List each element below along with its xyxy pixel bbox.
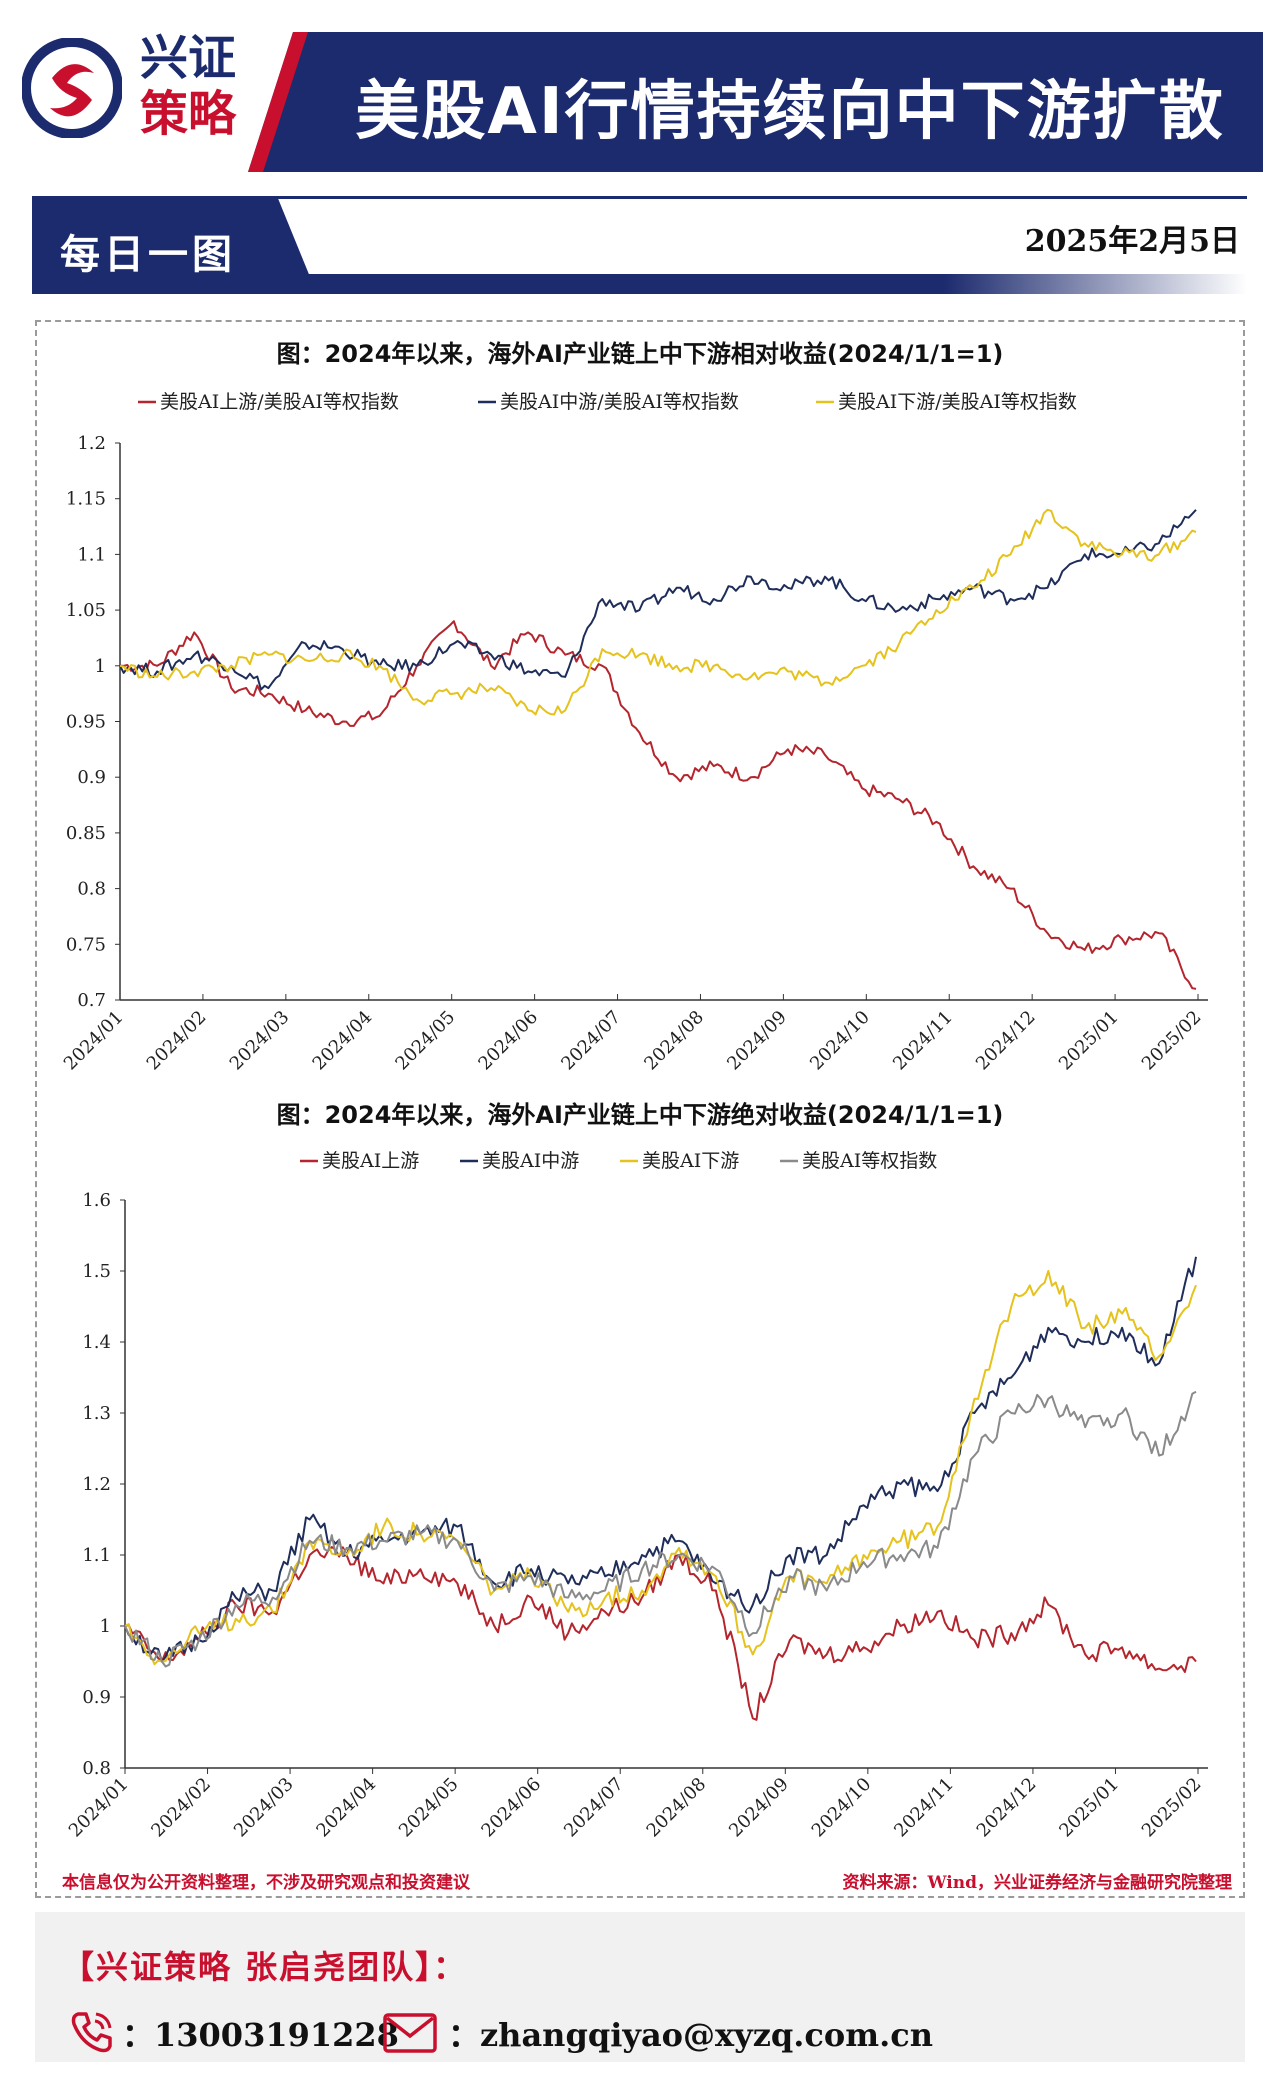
y-tick-label: 1.15 (66, 489, 106, 510)
section-ribbon (32, 196, 1247, 294)
y-tick-label: 0.75 (66, 934, 106, 955)
chart-frame (35, 320, 1245, 1898)
x-tick-label: 2024/04 (309, 1007, 377, 1075)
x-tick-label: 2024/02 (147, 1774, 215, 1842)
legend-entry: 美股AI中游/美股AI等权指数 (500, 391, 739, 413)
y-tick-label: 0.7 (77, 990, 106, 1011)
y-tick-label: 1.3 (82, 1403, 111, 1424)
brand-logo-icon (22, 38, 122, 138)
y-tick-label: 1.2 (82, 1474, 111, 1495)
source-note: 资料来源：Wind，兴业证券经济与金融研究院整理 (842, 1873, 1233, 1893)
brand-line-1: 兴证 (140, 30, 237, 86)
brand-line-2: 策略 (140, 86, 237, 142)
y-tick-label: 0.9 (82, 1687, 111, 1708)
legend-entry: 美股AI下游 (642, 1150, 739, 1172)
y-tick-label: 0.95 (66, 712, 106, 733)
x-tick-label: 2024/12 (972, 1007, 1040, 1075)
x-tick-label: 2024/01 (60, 1007, 128, 1075)
y-tick-label: 1.4 (82, 1332, 111, 1353)
legend-entry: 美股AI上游/美股AI等权指数 (160, 391, 399, 413)
title-banner (248, 32, 1263, 172)
x-tick-label: 2024/12 (973, 1774, 1041, 1842)
x-tick-label: 2025/01 (1055, 1774, 1123, 1842)
x-tick-label: 2024/05 (392, 1007, 460, 1075)
legend-entry: 美股AI下游/美股AI等权指数 (838, 391, 1077, 413)
series-line (119, 509, 1197, 691)
chart-title: 图：2024年以来，海外AI产业链上中下游绝对收益(2024/1/1=1) (277, 1101, 1004, 1129)
x-tick-label: 2024/09 (723, 1007, 791, 1075)
legend-entry: 美股AI中游 (482, 1150, 579, 1172)
team-name: 【兴证策略 张启尧团队】： (62, 1948, 468, 1986)
x-tick-label: 2024/06 (478, 1774, 546, 1842)
series-line (124, 1256, 1197, 1663)
x-tick-label: 2024/05 (395, 1774, 463, 1842)
series-line (119, 508, 1197, 716)
y-tick-label: 1.1 (82, 1545, 111, 1566)
mail-icon (383, 2013, 437, 2053)
phone-number[interactable]: ：13003191228 (122, 2016, 399, 2054)
x-tick-label: 2025/02 (1138, 1774, 1206, 1842)
y-tick-label: 0.85 (66, 823, 106, 844)
x-tick-label: 2024/07 (560, 1774, 628, 1842)
y-tick-label: 0.8 (77, 879, 106, 900)
x-tick-label: 2024/08 (640, 1007, 708, 1075)
y-tick-label: 1.6 (82, 1190, 111, 1211)
y-tick-label: 1.2 (77, 433, 106, 454)
x-tick-label: 2024/08 (643, 1774, 711, 1842)
x-tick-label: 2024/11 (889, 1007, 957, 1075)
x-tick-label: 2024/10 (806, 1007, 874, 1075)
y-tick-label: 1 (100, 1616, 111, 1637)
x-tick-label: 2024/06 (474, 1007, 542, 1075)
y-tick-label: 1.1 (77, 544, 106, 565)
legend-entry: 美股AI上游 (322, 1150, 419, 1172)
series-line (124, 1546, 1197, 1721)
x-tick-label: 2024/09 (725, 1774, 793, 1842)
charts-canvas: 图：2024年以来，海外AI产业链上中下游相对收益(2024/1/1=1) 美股A… (60, 340, 1208, 1842)
y-tick-label: 1.5 (82, 1261, 111, 1282)
x-tick-label: 2024/02 (143, 1007, 211, 1075)
report-date: 2025年2月5日 (1024, 224, 1240, 259)
x-tick-label: 2024/04 (312, 1774, 380, 1842)
legend-entry: 美股AI等权指数 (802, 1150, 937, 1172)
x-tick-label: 2024/11 (890, 1774, 958, 1842)
y-tick-label: 1.05 (66, 600, 106, 621)
series-line (124, 1390, 1197, 1668)
email-address[interactable]: ：zhangqiyao@xyzq.com.cn (448, 2016, 933, 2054)
y-tick-label: 0.8 (82, 1758, 111, 1779)
series-line (124, 1270, 1197, 1666)
x-tick-label: 2025/02 (1138, 1007, 1206, 1075)
page-title: 美股AI行情持续向中下游扩散 (355, 75, 1225, 149)
header: 兴证 策略 美股AI行情持续向中下游扩散 (0, 0, 1280, 185)
contact-footer (35, 1912, 1245, 2062)
disclaimer-note: 本信息仅为公开资料整理，不涉及研究观点和投资建议 (62, 1873, 470, 1893)
x-tick-label: 2024/07 (557, 1007, 625, 1075)
x-tick-label: 2024/01 (65, 1774, 133, 1842)
phone-icon (71, 2012, 112, 2053)
x-tick-label: 2025/01 (1055, 1007, 1123, 1075)
chart-title: 图：2024年以来，海外AI产业链上中下游相对收益(2024/1/1=1) (277, 340, 1004, 368)
x-tick-label: 2024/03 (230, 1774, 298, 1842)
brand-name: 兴证 策略 (140, 30, 236, 142)
x-tick-label: 2024/10 (808, 1774, 876, 1842)
y-tick-label: 1 (95, 656, 106, 677)
section-label: 每日一图 (60, 231, 236, 278)
y-tick-label: 0.9 (77, 767, 106, 788)
x-tick-label: 2024/03 (226, 1007, 294, 1075)
series-line (119, 620, 1197, 990)
